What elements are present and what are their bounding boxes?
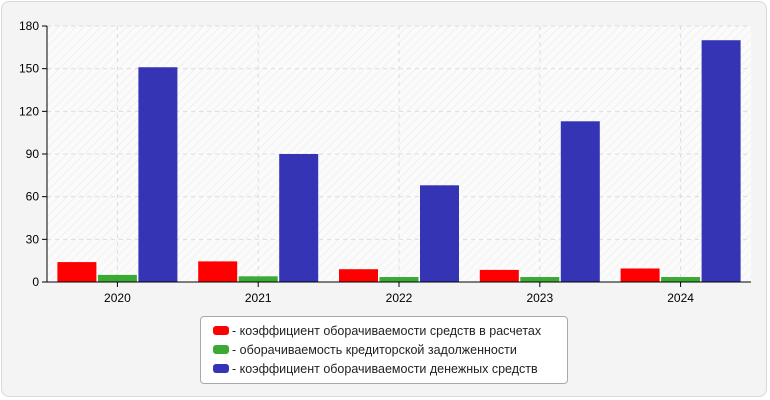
legend-swatch [213,345,229,354]
legend-swatch [213,326,229,335]
y-tick-label: 0 [32,275,39,289]
x-tick-label: 2023 [526,291,553,305]
x-tick-label: 2021 [245,291,272,305]
grid-lines [47,25,751,282]
y-tick-label: 180 [19,19,39,33]
bar [339,269,378,282]
bar [279,154,319,282]
y-tick-label: 120 [19,104,39,118]
y-tick-label: 90 [26,147,40,161]
legend-item: - коэффициент оборачиваемости средств в … [213,321,567,340]
y-tick-label: 30 [26,232,40,246]
bar [620,268,660,282]
legend-label: - оборачиваемость кредиторской задолженн… [232,342,517,357]
x-tick-label: 2024 [667,291,694,305]
bar [138,67,178,282]
bar [701,40,741,282]
legend-swatch [213,364,229,373]
bar [57,262,97,282]
legend: - коэффициент оборачиваемости средств в … [200,316,568,384]
bar [661,277,701,282]
y-tick-label: 150 [19,62,39,76]
bar [97,274,137,282]
y-tick-label: 60 [26,190,40,204]
x-tick-label: 2022 [386,291,413,305]
legend-label: - коэффициент оборачиваемости средств в … [232,323,542,338]
legend-item: - оборачиваемость кредиторской задолженн… [213,340,567,359]
tick-labels: 0 30 60 90 120 150 180 2020 2021 2022 2023 2024 [19,19,694,305]
bar [560,121,600,283]
bar [520,277,560,282]
bar [198,261,238,282]
x-tick-label: 2020 [104,291,131,305]
bar [379,277,419,282]
bar [238,276,278,282]
axes [42,25,751,287]
bar [479,269,519,282]
legend-item: - коэффициент оборачиваемости денежных с… [213,359,567,378]
bar [420,185,459,282]
bars [57,40,741,283]
legend-label: - коэффициент оборачиваемости денежных с… [232,361,538,376]
